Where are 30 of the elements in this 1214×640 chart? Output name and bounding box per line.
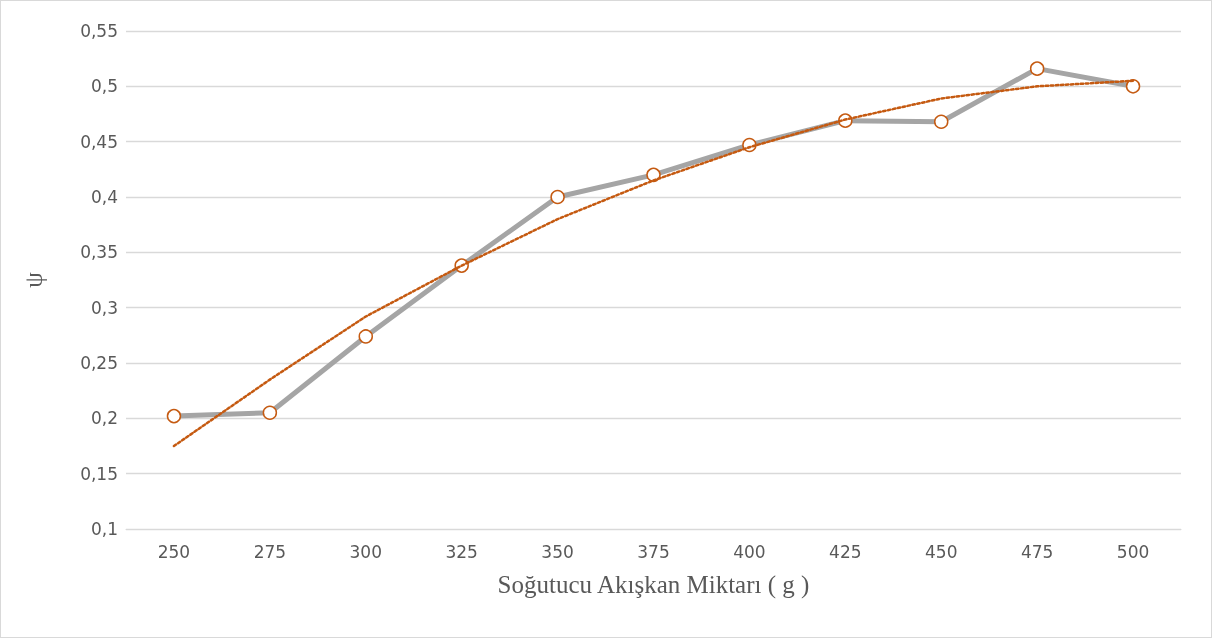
y-tick-label: 0,1: [90, 519, 118, 539]
point: [1029, 61, 1045, 76]
point: [550, 189, 565, 205]
point: [262, 405, 278, 421]
y-tick-label: 0,45: [80, 131, 118, 152]
y-tick-label: 0,25: [80, 353, 118, 373]
x-axis-title: Soğutucu Akışkan Miktarı ( g ): [497, 571, 810, 599]
x-tick-label: 250: [157, 541, 191, 562]
y-axis-title: ψ: [20, 271, 47, 288]
x-tick-label: 375: [637, 541, 670, 562]
point: [1125, 79, 1141, 94]
x-tick-label: 425: [829, 541, 862, 562]
y-tick-label: 0,4: [90, 187, 118, 207]
y-tick-label: 0,55: [80, 21, 118, 41]
x-tick-label: 300: [349, 541, 382, 562]
point: [933, 114, 949, 129]
y-tick-label: 0,35: [80, 242, 118, 263]
point: [166, 408, 182, 424]
x-tick-label: 450: [925, 541, 958, 562]
x-tick-label: 475: [1020, 541, 1054, 562]
y-tick-label: 0,5: [90, 76, 118, 97]
x-tick-label: 325: [445, 541, 478, 562]
y-tick-label: 0,15: [80, 463, 118, 484]
point: [358, 329, 374, 344]
x-tick-label: 350: [541, 541, 574, 562]
x-tick-label: 400: [733, 541, 766, 562]
y-tick-label: 0,2: [90, 408, 118, 429]
x-tick-label: 500: [1116, 541, 1150, 562]
x-tick-label: 275: [253, 541, 287, 562]
y-tick-label: 0,3: [90, 297, 118, 318]
